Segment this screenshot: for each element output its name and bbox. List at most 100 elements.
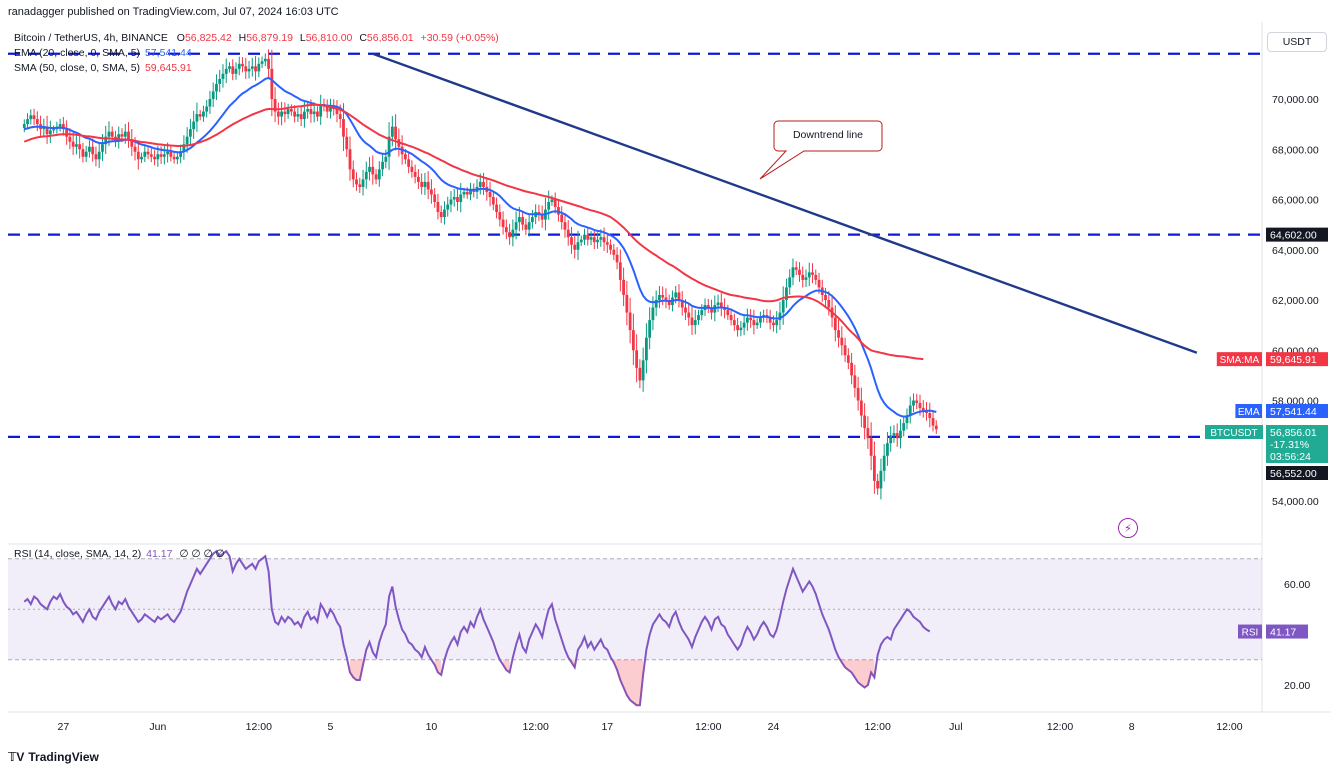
candle-body (335, 109, 339, 115)
candle-body (641, 360, 645, 381)
candle-body (645, 337, 648, 361)
candle-body (22, 124, 26, 128)
candle-body (677, 292, 681, 300)
candle-body (700, 310, 704, 316)
candle-body (65, 129, 69, 137)
candle-body (934, 425, 938, 430)
candle-body (175, 156, 179, 160)
candle-body (631, 330, 635, 351)
candle-body (309, 109, 313, 115)
candle-body (410, 166, 414, 172)
candle-body (853, 375, 857, 388)
price-tick-label: 70,000.00 (1272, 94, 1319, 106)
axes: 54,000.0056,000.0058,000.0060,000.0062,0… (58, 94, 1319, 733)
candle-body (651, 307, 655, 321)
badge-rsi-label: RSI (1242, 628, 1259, 639)
sma-legend[interactable]: SMA (50, close, 0, SMA, 5) 59,645.91 (14, 62, 192, 74)
candle-body (387, 136, 391, 157)
rsi-legend-extras: ∅ ∅ ∅ ∅ (179, 548, 225, 560)
candle-body (81, 149, 85, 157)
candle-body (498, 212, 502, 220)
candle-body (879, 470, 883, 489)
badge-last-bg (1266, 425, 1328, 463)
candle-body (508, 232, 511, 238)
candle-body (374, 174, 378, 180)
candle-body (257, 63, 261, 72)
candle-body (208, 99, 212, 107)
candle-body (729, 315, 733, 321)
badge-rsi-bg (1266, 624, 1308, 639)
candle-body (101, 144, 104, 152)
rsi-legend[interactable]: RSI (14, close, SMA, 14, 2) 41.17 ∅ ∅ ∅ … (14, 548, 225, 560)
candle-body (912, 400, 915, 406)
badge-sma-label: SMA:MA (1220, 355, 1260, 366)
candle-body (478, 181, 482, 187)
candle-body (231, 66, 235, 74)
candle-body (250, 66, 254, 69)
candle-body (342, 119, 345, 137)
candle-body (658, 294, 661, 300)
badge-last-label-bg (1205, 425, 1263, 439)
candle-body (785, 287, 788, 300)
candle-body (88, 146, 91, 152)
candle-body (276, 111, 280, 117)
candle-body (892, 433, 896, 436)
candle-body (351, 169, 355, 180)
candle-body (215, 83, 218, 92)
candle-body (566, 229, 570, 238)
candle-body (319, 104, 323, 117)
candle-body (237, 63, 241, 69)
candle-body (772, 322, 775, 326)
candle-body (449, 199, 453, 205)
candle-body (684, 307, 687, 313)
candle-body (283, 111, 287, 115)
currency-button[interactable]: USDT (1267, 32, 1327, 52)
rsi-oversold-fill (571, 659, 575, 668)
candle-body (579, 239, 583, 243)
candle-body (635, 350, 639, 368)
low-value: 56,810.00 (305, 32, 353, 44)
candle-body (228, 66, 231, 69)
candle-body (143, 151, 147, 157)
candle-body (553, 199, 557, 208)
change-value: +30.59 (+0.05%) (420, 32, 499, 44)
candle-body (371, 166, 375, 175)
candle-body (618, 262, 622, 280)
candle-body (91, 146, 95, 155)
candle-body (123, 131, 127, 137)
candle-body (146, 151, 150, 155)
candle-body (521, 217, 525, 225)
candle-body (592, 237, 596, 243)
candle-body (859, 400, 863, 416)
candle-body (804, 277, 808, 280)
candle-body (824, 294, 827, 300)
candle-body (739, 327, 743, 331)
candle-body (316, 111, 319, 117)
sma-legend-label: SMA (50, close, 0, SMA, 5) (14, 62, 141, 74)
open-value: 56,825.42 (184, 32, 232, 44)
rsi-legend-value: 41.17 (146, 548, 173, 560)
candle-body (811, 272, 814, 275)
candle-body (886, 443, 889, 456)
candle-body (58, 124, 62, 127)
candle-body (638, 367, 642, 381)
rsi-tick-label: 20.00 (1284, 680, 1310, 692)
candle-body (166, 151, 169, 155)
candle-body (433, 194, 437, 203)
candle-body (674, 292, 678, 298)
flash-icon[interactable]: ⚡ (1118, 518, 1138, 538)
candle-body (211, 91, 215, 99)
candle-body (221, 73, 225, 79)
candle-body (71, 141, 75, 147)
ema-legend[interactable]: EMA (20, close, 0, SMA, 5) 57,541.44 (14, 47, 192, 59)
candle-body (348, 149, 352, 170)
candle-body (159, 154, 163, 157)
candle-body (710, 307, 713, 313)
candle-body (280, 111, 283, 117)
candle-body (296, 114, 300, 117)
candle-body (169, 151, 173, 157)
candle-body (918, 403, 922, 409)
candle-body (609, 244, 612, 250)
candle-body (107, 131, 111, 137)
tradingview-wordmark: TradingView (28, 750, 99, 764)
